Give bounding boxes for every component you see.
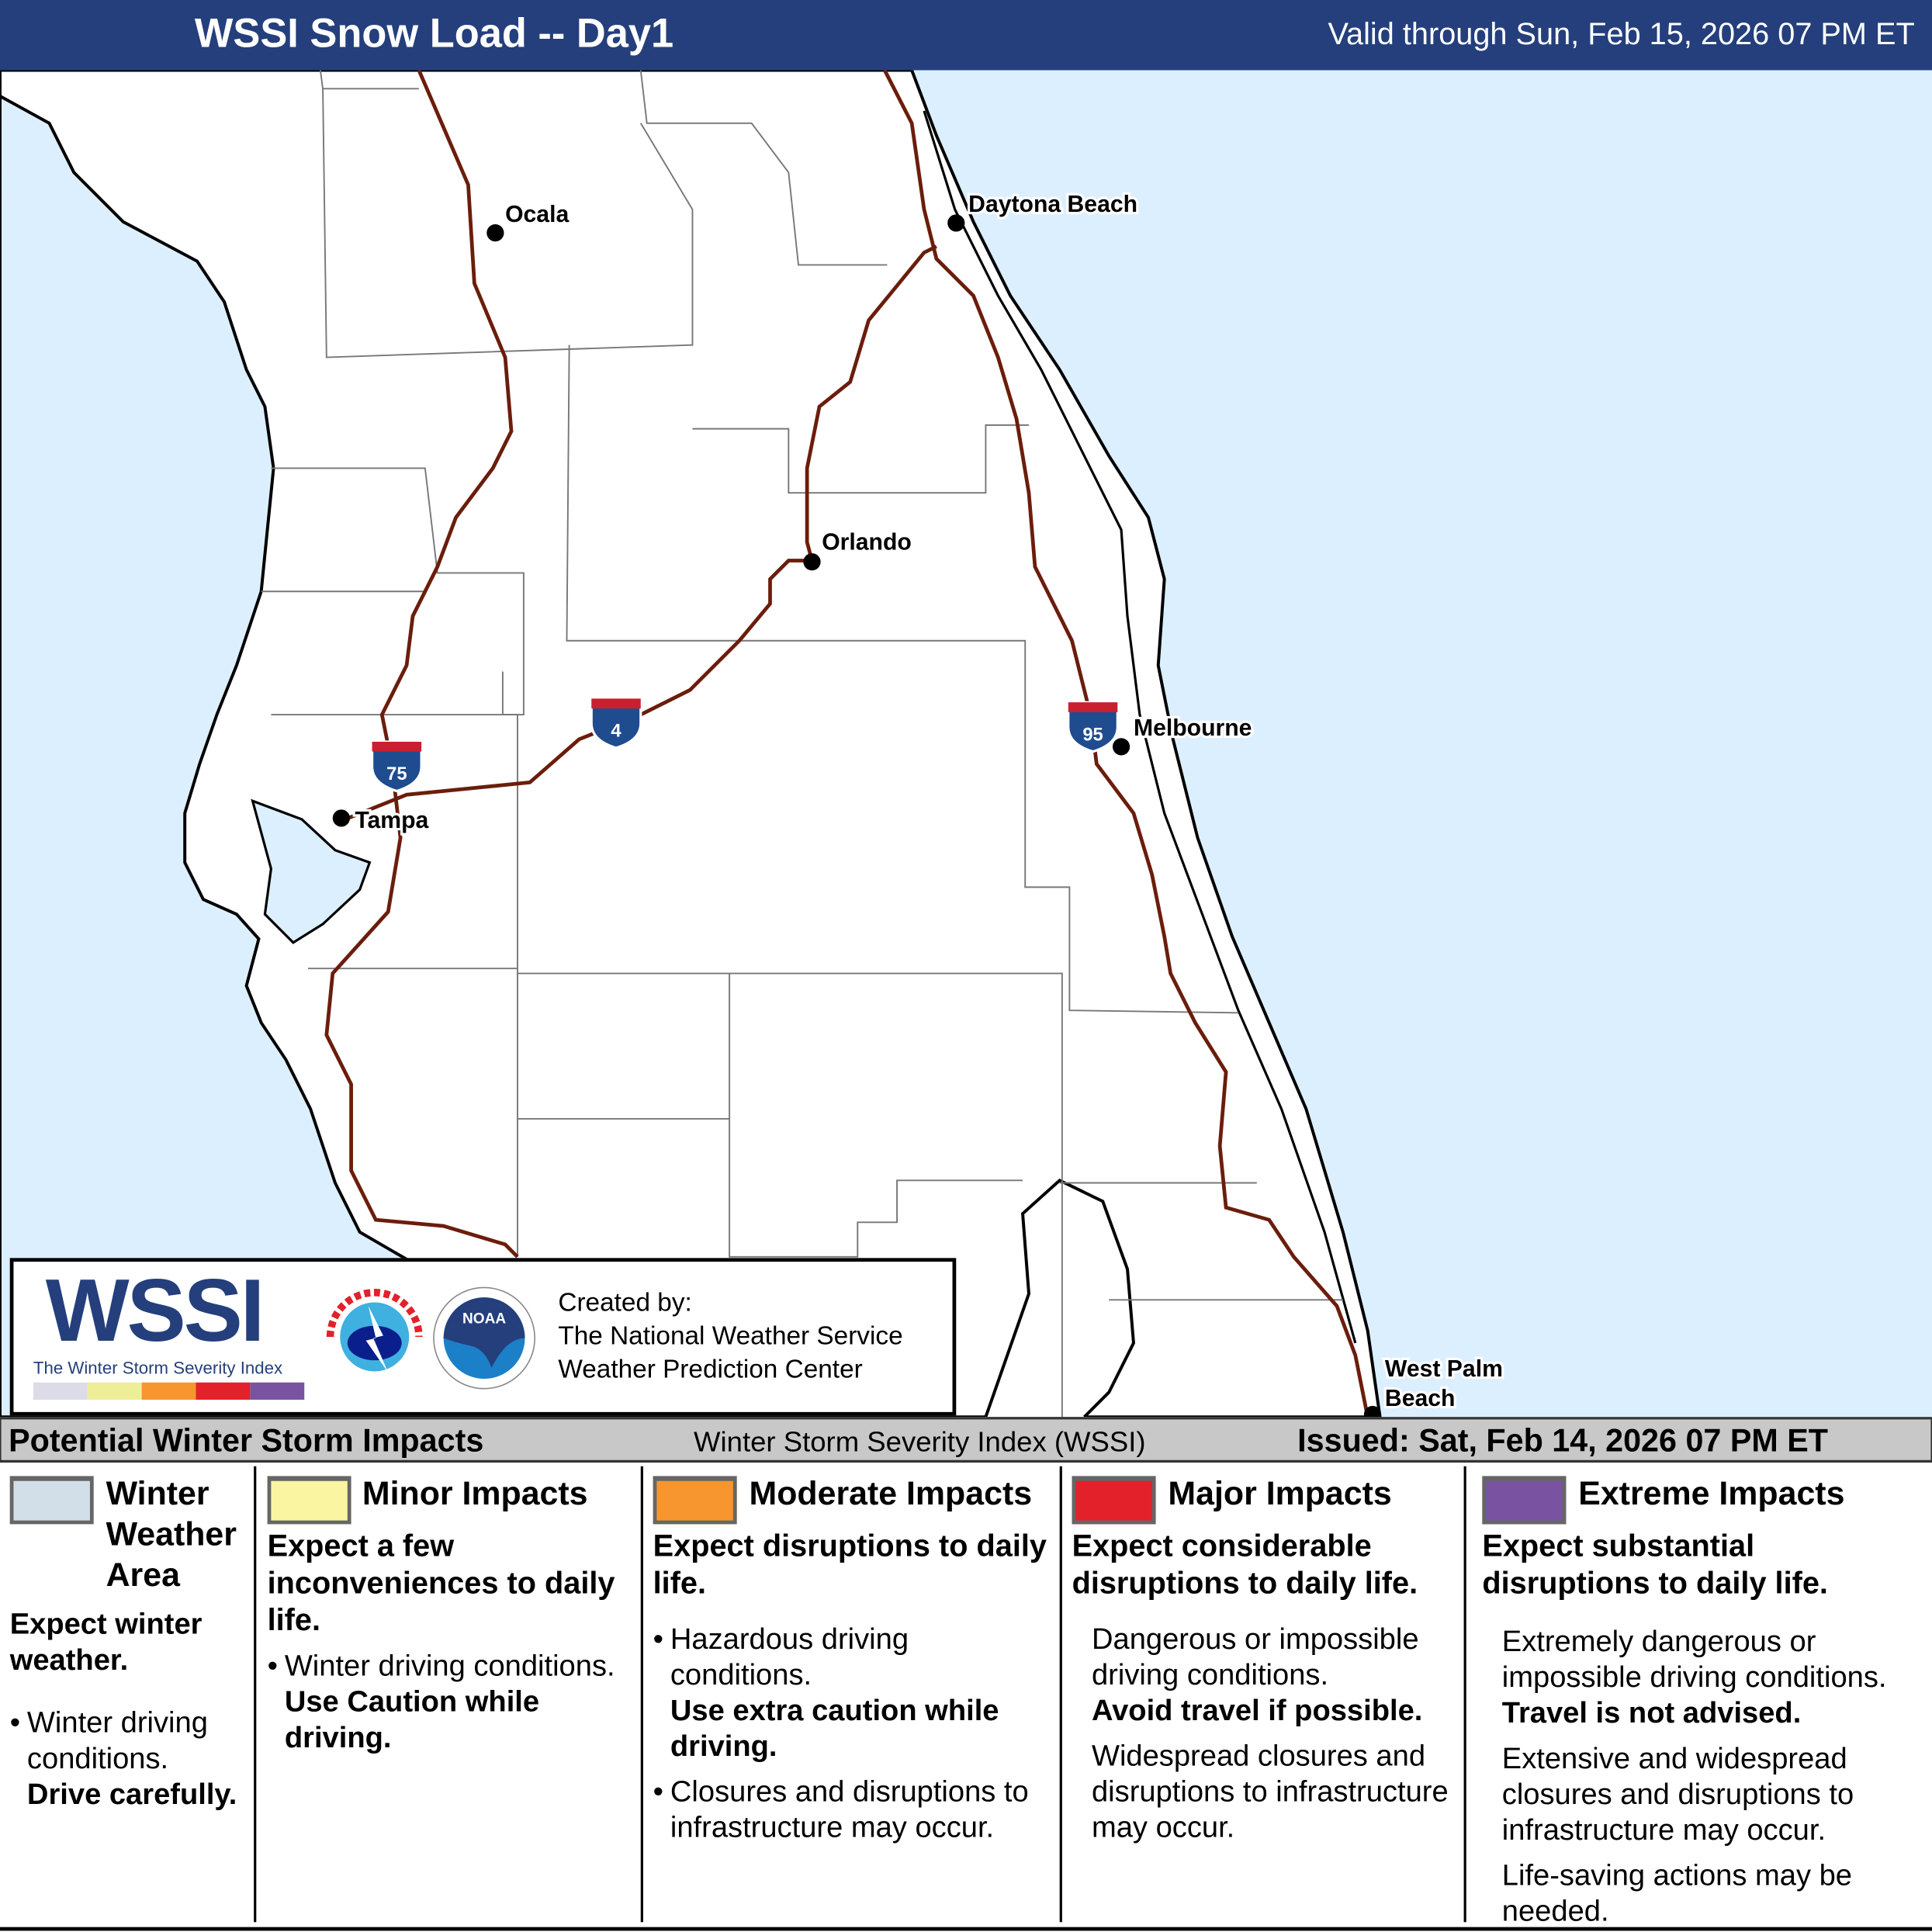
legend-text: Life-saving actions may be needed. <box>1501 1859 1853 1929</box>
map: 75 4 95 Ocala Daytona Beach Orlando Melb… <box>0 70 1932 1418</box>
i-75-route <box>324 70 519 1259</box>
swatch <box>267 1476 351 1525</box>
legend-text: Extensive and widespread closures and di… <box>1501 1742 1854 1847</box>
issued-time: Issued: Sat, Feb 14, 2026 07 PM ET <box>1297 1421 1829 1459</box>
city-dot-daytona <box>947 214 965 232</box>
city-label-west-palm: West Palm <box>1385 1356 1503 1382</box>
legend-minor: Minor Impacts Expect a few inconvenience… <box>267 1464 637 1932</box>
swatch <box>653 1476 737 1525</box>
cities: Ocala Daytona Beach Orlando Melbourne Ta… <box>332 189 1505 1418</box>
city-label-tampa: Tampa <box>355 808 428 833</box>
credits-line: Weather Prediction Center <box>558 1355 863 1384</box>
land <box>0 70 1382 1418</box>
legend-summary: Expect considerable disruptions to daily… <box>1072 1529 1418 1601</box>
legend-summary: Expect a few inconveniences to daily lif… <box>267 1529 615 1638</box>
legend-bullet: Hazardous driving conditions. <box>653 1622 1047 1693</box>
legend-title: Moderate Impacts <box>749 1474 1033 1512</box>
legend-title: Minor Impacts <box>362 1474 588 1512</box>
credits-line: The National Weather Service <box>558 1321 903 1351</box>
divider <box>1463 1466 1466 1923</box>
noaa-text: NOAA <box>462 1311 506 1328</box>
interstate-shield-75: 75 <box>370 740 423 793</box>
legend-extreme: Extreme Impacts Expect substantial disru… <box>1482 1464 1928 1932</box>
bottom-border <box>0 1927 1932 1931</box>
legend-bullet: Closures and disruptions to infrastructu… <box>653 1774 1047 1846</box>
credits-line: Created by: <box>558 1289 692 1317</box>
legend-moderate: Moderate Impacts Expect disruptions to d… <box>653 1464 1058 1932</box>
city-dot-melbourne <box>1112 738 1130 756</box>
wssi-tagline: The Winter Storm Severity Index <box>33 1357 283 1378</box>
legend-bold: Use extra caution while driving. <box>670 1694 999 1764</box>
wssi-logo: WSSI <box>45 1262 265 1361</box>
legend-bullet: Winter driving conditions. <box>10 1705 254 1777</box>
interstate-shield-95: 95 <box>1067 701 1119 753</box>
wssi-color-scale <box>33 1382 305 1400</box>
county-lines <box>261 70 1343 1418</box>
legend-summary: Expect substantial disruptions to daily … <box>1482 1529 1828 1601</box>
city-dot-tampa <box>332 809 350 827</box>
legend-bold: Avoid travel if possible. <box>1091 1694 1423 1728</box>
shield-label: 75 <box>386 763 407 784</box>
legend-text: Extremely dangerous or impossible drivin… <box>1501 1625 1887 1695</box>
legend-bold: Drive carefully. <box>26 1778 237 1812</box>
tampa-bay <box>251 798 372 944</box>
legend-summary: Expect disruptions to daily life. <box>653 1529 1047 1601</box>
divider <box>640 1466 643 1923</box>
legend-title: Winter Weather Area <box>106 1474 237 1594</box>
city-label-ocala: Ocala <box>505 202 569 227</box>
city-label-melbourne: Melbourne <box>1134 715 1252 741</box>
legend-bold: Travel is not advised. <box>1501 1696 1802 1730</box>
legend-title: Major Impacts <box>1168 1474 1392 1512</box>
legend-bar: Potential Winter Storm Impacts Winter St… <box>0 1417 1932 1463</box>
divider <box>1059 1466 1062 1923</box>
map-title: WSSI Snow Load -- Day1 <box>194 9 674 56</box>
city-dot-orlando <box>803 553 821 571</box>
legend-bold: Use Caution while driving. <box>284 1685 540 1755</box>
shield-label: 4 <box>611 721 621 742</box>
noaa-seal-icon: NOAA <box>433 1286 535 1390</box>
nws-seal-icon <box>325 1287 424 1387</box>
swatch <box>1072 1476 1156 1525</box>
legend-bar-subtitle: Winter Storm Severity Index (WSSI) <box>694 1425 1146 1458</box>
city-label-daytona: Daytona Beach <box>968 192 1137 217</box>
valid-time: Valid through Sun, Feb 15, 2026 07 PM ET <box>1328 17 1915 52</box>
legend-text: Widespread closures and disruptions to i… <box>1091 1740 1449 1845</box>
legend-summary: Expect winter weather. <box>9 1608 203 1678</box>
legend-bullet: Winter driving conditions. <box>268 1649 637 1684</box>
shield-label: 95 <box>1082 724 1103 745</box>
lake-okeechobee <box>984 1178 1135 1418</box>
indian-river-lagoon <box>923 110 1357 1344</box>
legend-text: Dangerous or impossible driving conditio… <box>1091 1622 1419 1692</box>
legend-major: Major Impacts Expect considerable disrup… <box>1072 1464 1462 1932</box>
city-label-orlando: Orlando <box>822 529 912 555</box>
legend-winter-weather-area: Winter Weather Area Expect winter weathe… <box>9 1464 254 1932</box>
legend-bar-title: Potential Winter Storm Impacts <box>9 1421 484 1459</box>
interstates <box>324 70 1370 1418</box>
city-label-west-palm-2: Beach <box>1385 1386 1456 1411</box>
swatch <box>9 1476 94 1525</box>
legend-title: Extreme Impacts <box>1578 1474 1845 1512</box>
header: WSSI Snow Load -- Day1 Valid through Sun… <box>0 0 1932 71</box>
swatch <box>1482 1476 1567 1525</box>
i-4-route <box>344 244 937 822</box>
west-gulf-coast <box>0 94 409 1418</box>
city-dot-west-palm <box>1363 1405 1382 1418</box>
interstate-shield-4: 4 <box>590 697 642 750</box>
logo-box: WSSI The Winter Storm Severity Index NOA… <box>9 1258 957 1416</box>
city-dot-ocala <box>486 224 504 242</box>
divider <box>254 1466 257 1923</box>
credits: Created by: The National Weather Service… <box>558 1286 902 1387</box>
i-95-route <box>883 70 1370 1418</box>
